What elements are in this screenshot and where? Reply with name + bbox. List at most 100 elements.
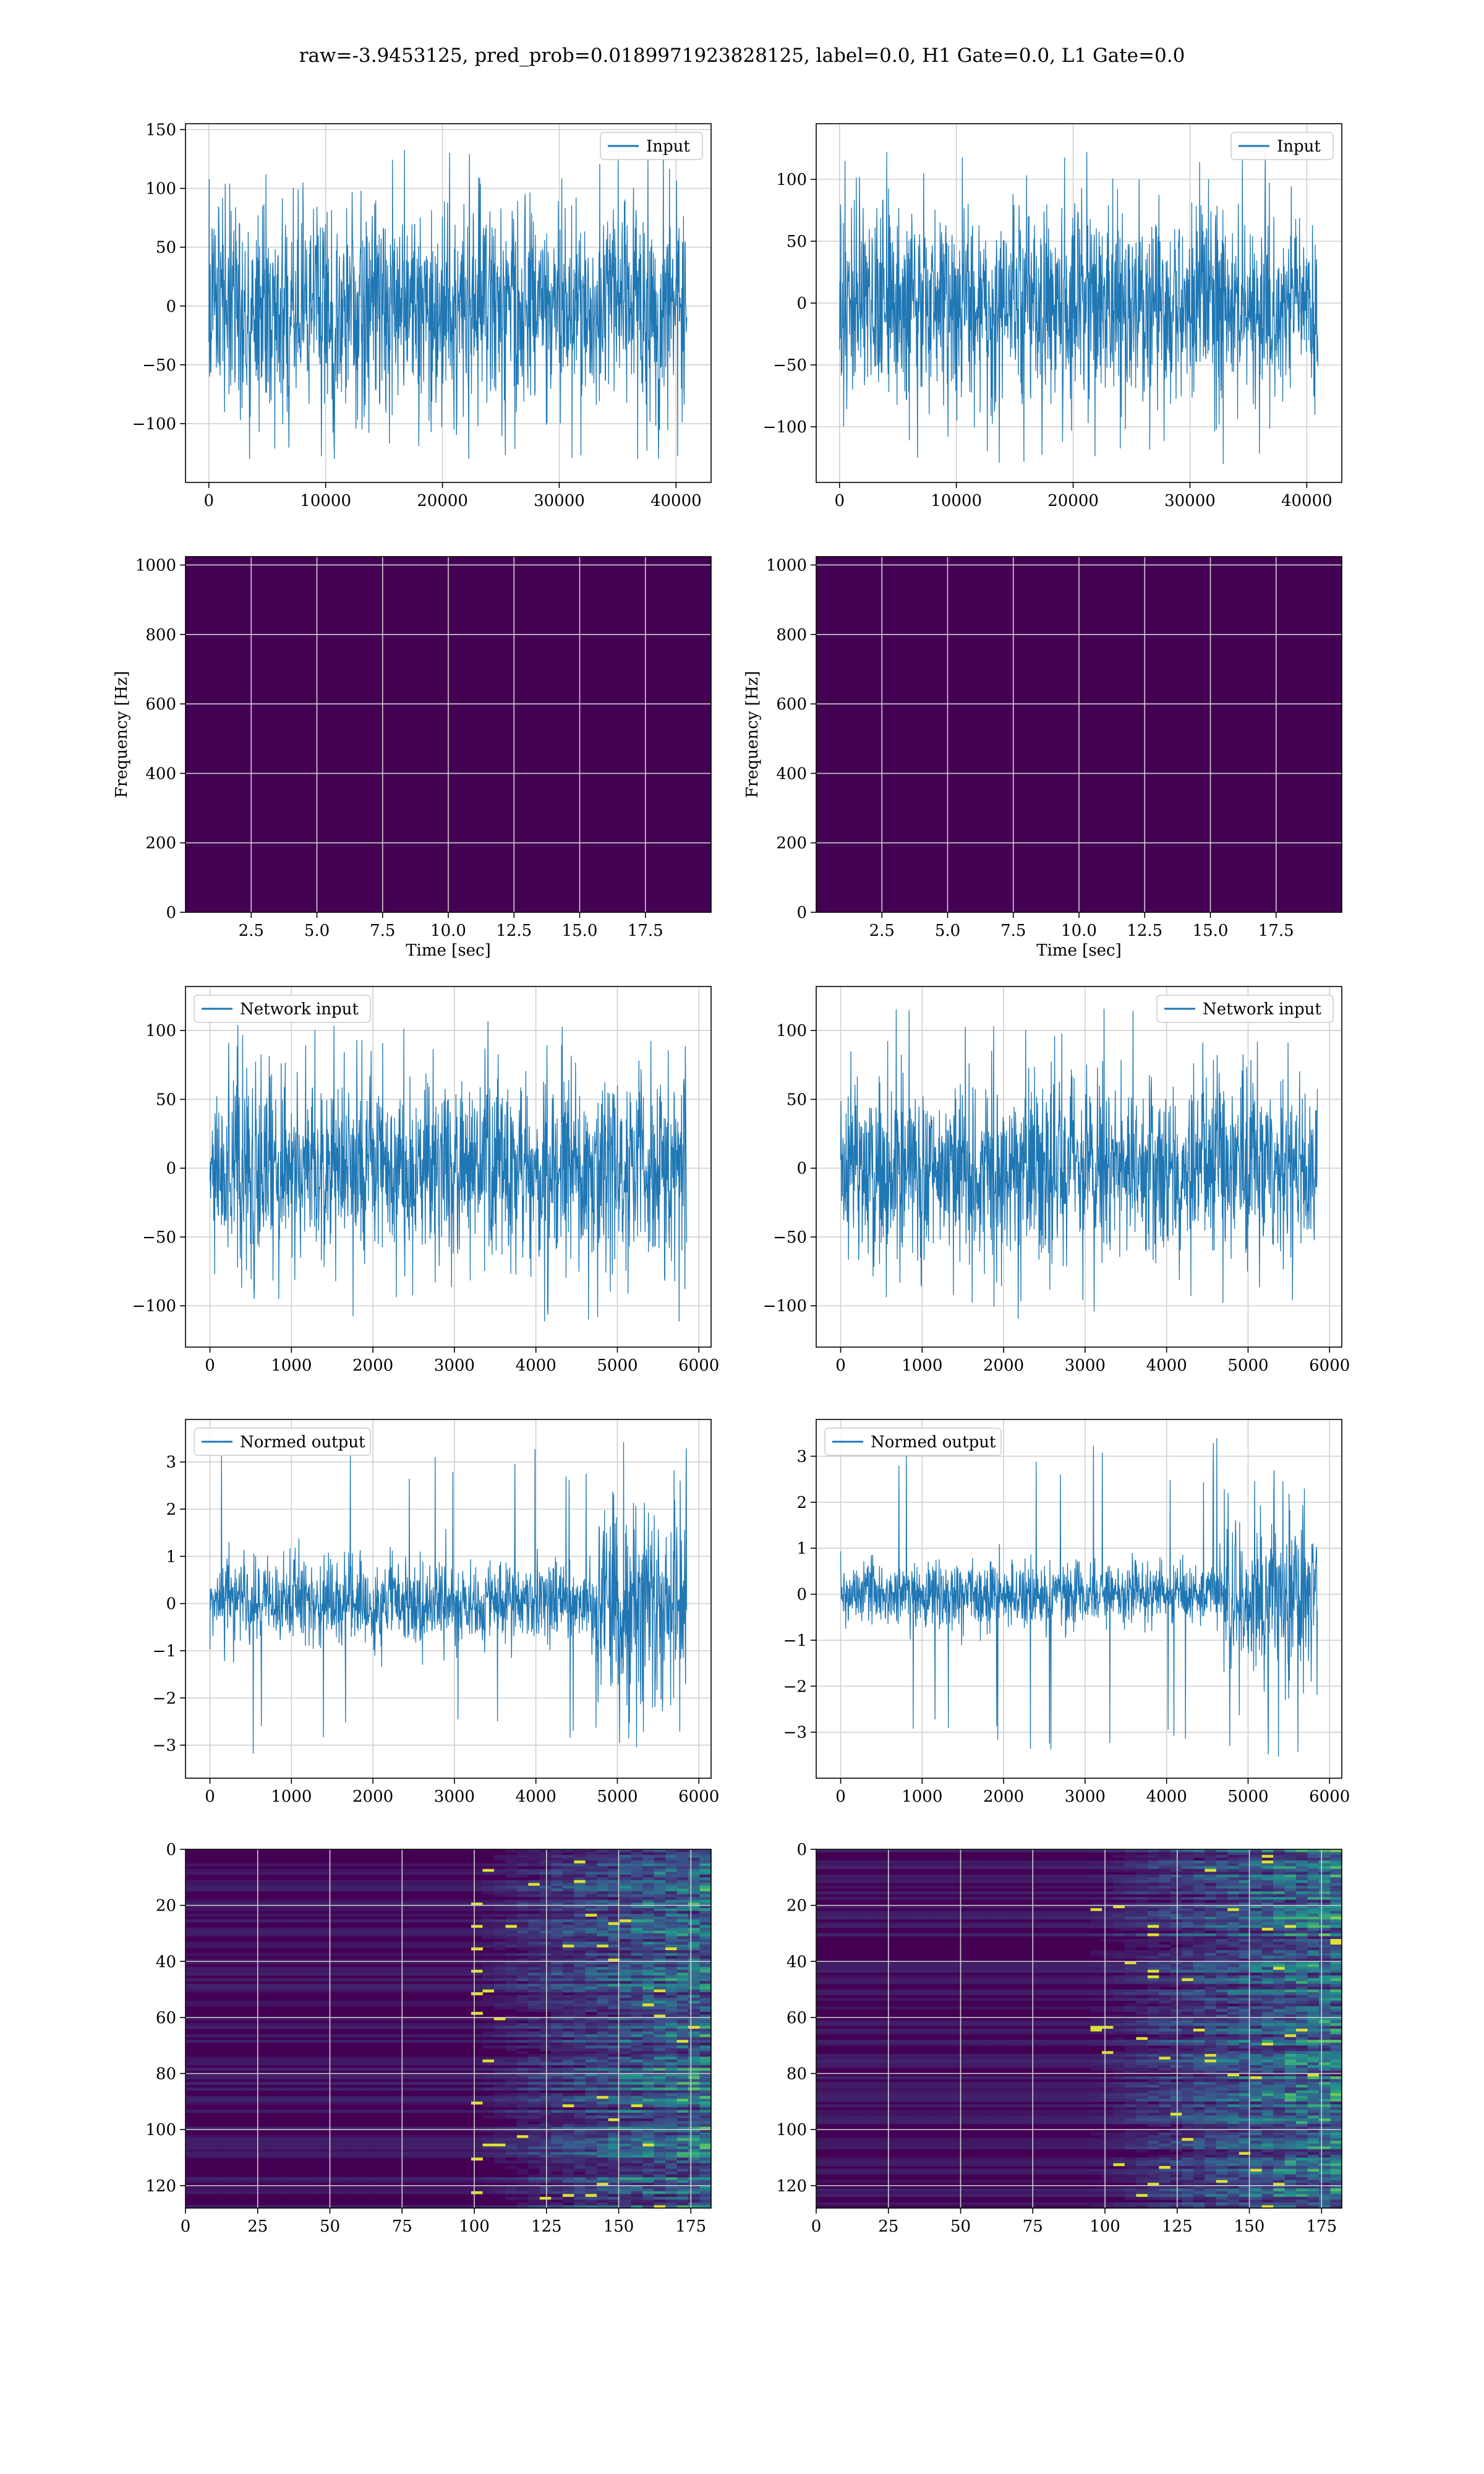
y-tick-label: −50 xyxy=(142,356,176,375)
y-tick-label: 60 xyxy=(787,2009,807,2027)
x-tick-label: 10000 xyxy=(300,492,351,510)
x-tick-label: 125 xyxy=(531,2217,562,2236)
x-tick-label: 4000 xyxy=(1146,1356,1187,1375)
y-tick-label: −100 xyxy=(763,1297,807,1316)
y-tick-label: 100 xyxy=(145,2121,176,2139)
axes-frame xyxy=(816,1849,1342,2209)
y-tick-label: −100 xyxy=(132,415,176,434)
tick-labels: 0 1000 2000 3000 4000 5000 6000 −100 −50 0 50 100 xyxy=(763,1022,1350,1375)
x-tick-label: 0 xyxy=(205,1787,215,1806)
y-tick-label: −50 xyxy=(142,1228,176,1247)
x-tick-label: 5000 xyxy=(597,1356,638,1375)
x-tick-label: 5.0 xyxy=(304,922,330,940)
panel-input-l1: Input 0 10000 20000 30000 40000 −100 −50 0 50 100 xyxy=(763,123,1342,510)
x-tick-label: 10000 xyxy=(931,492,982,510)
x-tick-label: 0 xyxy=(835,492,845,510)
y-tick-label: −50 xyxy=(773,356,807,375)
y-tick-label: 400 xyxy=(145,764,176,783)
x-tick-label: 5000 xyxy=(1227,1356,1268,1375)
x-tick-label: 30000 xyxy=(1164,492,1216,510)
y-tick-label: 40 xyxy=(156,1953,176,1971)
heatmap-image xyxy=(186,1849,711,2208)
y-tick-label: 2 xyxy=(796,1494,807,1512)
x-tick-label: 17.5 xyxy=(628,922,663,940)
x-tick-label: 1000 xyxy=(902,1787,942,1806)
x-tick-label: 0 xyxy=(811,2217,822,2236)
x-tick-label: 10.0 xyxy=(430,922,466,940)
y-tick-label: 0 xyxy=(166,1841,176,1859)
x-tick-label: 5000 xyxy=(597,1787,638,1806)
x-tick-label: 100 xyxy=(459,2217,490,2236)
x-tick-label: 6000 xyxy=(1309,1787,1350,1806)
y-tick-label: 2 xyxy=(166,1500,176,1519)
x-tick-label: 1000 xyxy=(902,1356,942,1375)
panel-spec-h1: 2.5 5.0 7.5 10.0 12.5 15.0 17.5 0 200 400 600 800 10… xyxy=(113,556,712,960)
x-tick-label: 0 xyxy=(181,2217,191,2236)
y-tick-label: 150 xyxy=(145,121,176,140)
y-tick-label: −100 xyxy=(763,418,807,437)
y-tick-label: 1000 xyxy=(766,556,807,575)
series-line xyxy=(839,152,1319,464)
tick-labels: 0 25 50 75 100 125 150 175 0 20 40 60 80 100 120 xyxy=(145,1841,706,2236)
y-tick-label: 3 xyxy=(796,1447,807,1466)
y-tick-label: 400 xyxy=(776,764,807,783)
legend: Input xyxy=(600,132,703,160)
legend-label: Normed output xyxy=(871,1433,996,1452)
panel-feat-l1: 0 25 50 75 100 125 150 175 0 20 40 60 80 100 120 xyxy=(776,1841,1342,2236)
legend-label: Network input xyxy=(1203,1000,1321,1019)
axes-frame xyxy=(185,123,712,483)
y-axis-label: Frequency [Hz] xyxy=(743,671,762,798)
axes-frame xyxy=(816,986,1342,1348)
x-tick-label: 2.5 xyxy=(869,922,895,940)
x-tick-label: 12.5 xyxy=(1127,922,1162,940)
x-tick-label: 20000 xyxy=(1047,492,1099,510)
x-tick-label: 10.0 xyxy=(1061,922,1097,940)
series-line xyxy=(840,1438,1318,1757)
x-tick-label: 175 xyxy=(675,2217,706,2236)
y-tick-label: −1 xyxy=(153,1642,176,1661)
y-tick-label: −100 xyxy=(132,1297,176,1316)
x-tick-label: 75 xyxy=(392,2217,412,2236)
y-tick-label: 600 xyxy=(776,695,807,714)
y-tick-label: 100 xyxy=(145,1022,176,1040)
legend: Input xyxy=(1230,132,1334,160)
x-tick-label: 0 xyxy=(835,1356,846,1375)
series-line xyxy=(209,1021,688,1322)
panel-feat-h1: 0 25 50 75 100 125 150 175 0 20 40 60 80 100 120 xyxy=(145,1841,712,2236)
axes-frame xyxy=(185,986,712,1348)
x-tick-label: 5.0 xyxy=(935,922,960,940)
legend-label: Network input xyxy=(240,1000,359,1019)
x-tick-label: 3000 xyxy=(1065,1356,1106,1375)
y-tick-label: 3 xyxy=(166,1453,176,1472)
x-tick-label: 3000 xyxy=(434,1356,475,1375)
x-tick-label: 50 xyxy=(320,2217,340,2236)
y-tick-label: 0 xyxy=(796,1160,807,1178)
y-tick-label: 0 xyxy=(166,1595,176,1614)
legend-label: Normed output xyxy=(240,1433,365,1452)
axes-frame xyxy=(816,1419,1342,1779)
y-tick-label: 0 xyxy=(166,904,176,922)
x-tick-label: 50 xyxy=(950,2217,971,2236)
x-tick-label: 4000 xyxy=(516,1356,556,1375)
heatmap-image xyxy=(816,1849,1342,2208)
x-tick-label: 5000 xyxy=(1227,1787,1268,1806)
x-tick-label: 17.5 xyxy=(1258,922,1294,940)
y-tick-label: −1 xyxy=(783,1632,807,1650)
legend-label: Input xyxy=(646,137,690,156)
x-tick-label: 6000 xyxy=(678,1787,719,1806)
y-tick-label: 120 xyxy=(776,2177,807,2196)
x-tick-label: 1000 xyxy=(271,1787,312,1806)
tick-labels: 2.5 5.0 7.5 10.0 12.5 15.0 17.5 0 200 400 600 800 10… xyxy=(766,556,1294,940)
x-tick-label: 3000 xyxy=(434,1787,475,1806)
x-tick-label: 0 xyxy=(204,492,215,510)
series-line xyxy=(209,1442,688,1754)
x-tick-label: 175 xyxy=(1306,2217,1337,2236)
tick-labels: 2.5 5.0 7.5 10.0 12.5 15.0 17.5 0 200 400 600 800 10… xyxy=(135,556,663,940)
y-tick-label: 40 xyxy=(787,1953,807,1971)
y-tick-label: 50 xyxy=(787,1090,807,1109)
tick-labels: 0 10000 20000 30000 40000 −100 −50 0 50 100 xyxy=(763,171,1333,510)
y-tick-label: 200 xyxy=(776,834,807,853)
